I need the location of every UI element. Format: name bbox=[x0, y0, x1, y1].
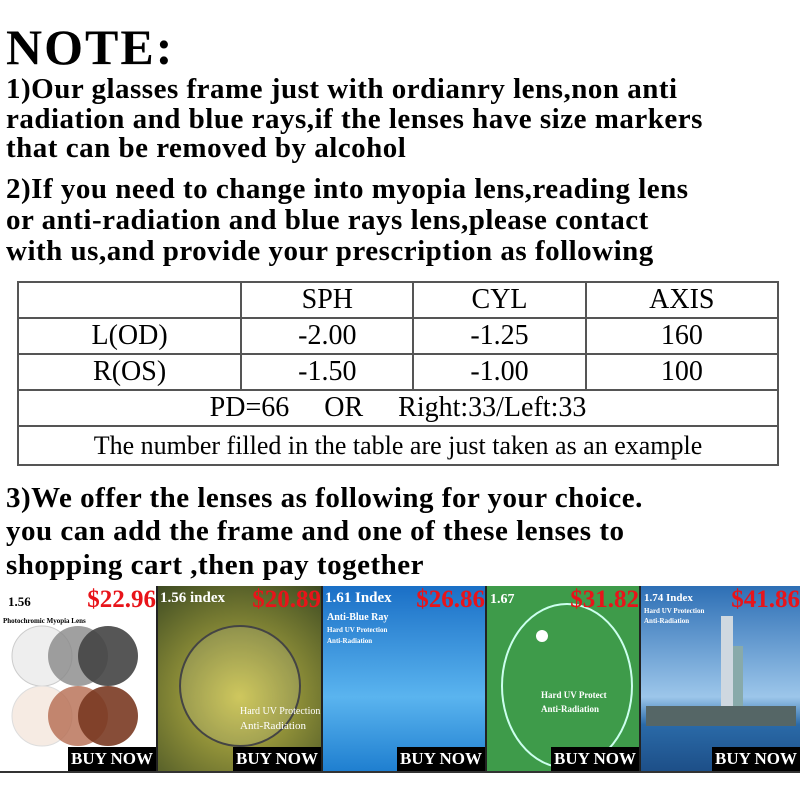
header-axis: AXIS bbox=[584, 281, 780, 319]
note-row: The number filled in the table are just … bbox=[17, 425, 779, 466]
buy-now-button[interactable]: BUY NOW bbox=[396, 747, 485, 771]
point1-line2: radiation and blue rays,if the lenses ha… bbox=[6, 103, 703, 135]
feature: Hard UV Protect bbox=[541, 690, 607, 700]
table-row: L(OD) -2.00 -1.25 160 bbox=[16, 317, 780, 355]
price: $26.86 bbox=[416, 586, 485, 613]
point3-line2: you can add the frame and one of these l… bbox=[6, 515, 625, 547]
lens-index: 1.56 index bbox=[160, 590, 226, 606]
pd-cell: PD=66 OR Right:33/Left:33 bbox=[17, 389, 779, 427]
feature: Anti-Radiation bbox=[541, 704, 600, 714]
lens-index: 1.61 Index bbox=[325, 590, 392, 606]
point3-line3: shopping cart ,then pay together bbox=[6, 549, 424, 581]
point2-line3: with us,and provide your prescription as… bbox=[6, 235, 654, 267]
feature: Hard UV Protection bbox=[644, 607, 705, 615]
product-1-56-index[interactable]: 1.56 index $20.89 Hard UV Protection Ant… bbox=[158, 586, 323, 771]
lens-index: 1.74 Index bbox=[644, 592, 693, 604]
cell: L(OD) bbox=[16, 317, 243, 355]
lens-index: 1.67 bbox=[490, 592, 515, 607]
cell: -1.50 bbox=[240, 353, 415, 391]
price: $41.86 bbox=[731, 586, 800, 613]
prescription-table: SPH CYL AXIS L(OD) -2.00 -1.25 160 R(OS) -1.50… bbox=[16, 281, 780, 466]
cell: -2.00 bbox=[240, 317, 415, 355]
buy-now-button[interactable]: BUY NOW bbox=[232, 747, 321, 771]
point1-line3: that can be removed by alcohol bbox=[6, 132, 407, 164]
header-sph: SPH bbox=[240, 281, 415, 319]
point2-line2: or anti-radiation and blue rays lens,ple… bbox=[6, 204, 649, 236]
feature: Hard UV Protection bbox=[327, 626, 388, 634]
point1-line1: 1)Our glasses frame just with ordianry l… bbox=[6, 73, 678, 105]
feature: Anti-Radiation bbox=[240, 720, 306, 732]
price: $31.82 bbox=[570, 586, 639, 613]
price: $20.89 bbox=[252, 586, 321, 613]
product-1-56-photochromic[interactable]: 1.56 $22.96 Photochromic Myopia Lens BUY… bbox=[0, 586, 158, 771]
cell: R(OS) bbox=[16, 353, 243, 391]
note-title: NOTE: bbox=[6, 19, 175, 75]
product-1-61-index[interactable]: 1.61 Index $26.86 Anti-Blue Ray Hard UV … bbox=[323, 586, 487, 771]
feature: Anti-Radiation bbox=[327, 637, 373, 645]
point2-line1: 2)If you need to change into myopia lens… bbox=[6, 173, 689, 205]
table-row: R(OS) -1.50 -1.00 100 bbox=[16, 353, 780, 391]
feature: Hard UV Protection bbox=[240, 706, 321, 717]
cell: -1.00 bbox=[412, 353, 587, 391]
lens-image bbox=[179, 625, 301, 747]
pd-row: PD=66 OR Right:33/Left:33 bbox=[17, 389, 779, 427]
lens-image bbox=[646, 616, 796, 726]
cell: 100 bbox=[584, 353, 780, 391]
example-note: The number filled in the table are just … bbox=[17, 425, 779, 466]
lens-products: 1.56 $22.96 Photochromic Myopia Lens BUY… bbox=[0, 586, 800, 773]
feature: Anti-Radiation bbox=[644, 617, 690, 625]
cell: -1.25 bbox=[412, 317, 587, 355]
header-cell bbox=[16, 281, 243, 319]
header-cyl: CYL bbox=[412, 281, 587, 319]
product-1-74-index[interactable]: 1.74 Index $41.86 Hard UV Protection Ant… bbox=[641, 586, 800, 771]
point3-line1: 3)We offer the lenses as following for y… bbox=[6, 482, 643, 514]
cell: 160 bbox=[584, 317, 780, 355]
buy-now-button[interactable]: BUY NOW bbox=[711, 747, 800, 771]
lens-image bbox=[11, 625, 138, 747]
feature: Anti-Blue Ray bbox=[327, 612, 389, 623]
product-1-67[interactable]: 1.67 $31.82 Hard UV Protect Anti-Radiati… bbox=[487, 586, 641, 771]
price: $22.96 bbox=[87, 586, 156, 613]
lens-subtitle: Photochromic Myopia Lens bbox=[3, 617, 86, 625]
buy-now-button[interactable]: BUY NOW bbox=[67, 747, 156, 771]
buy-now-button[interactable]: BUY NOW bbox=[550, 747, 639, 771]
table-header-row: SPH CYL AXIS bbox=[16, 281, 780, 319]
lens-index: 1.56 bbox=[8, 594, 31, 609]
